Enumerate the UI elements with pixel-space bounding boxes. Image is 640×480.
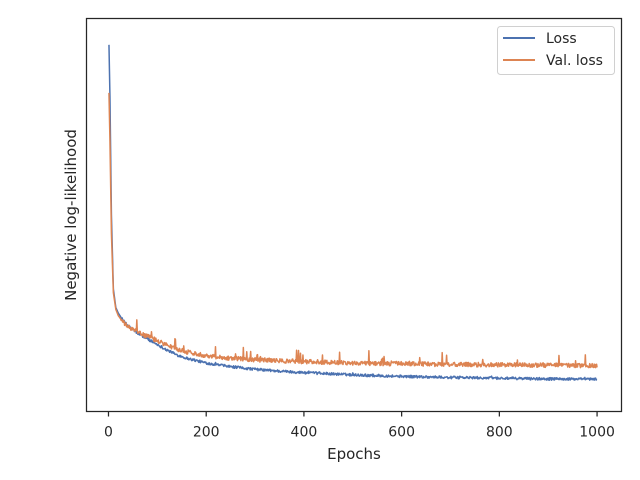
x-tick-label: 600	[388, 425, 415, 441]
x-tick-label: 400	[291, 425, 318, 441]
x-tick-label: 1000	[579, 425, 615, 441]
series-line-val-loss	[108, 92, 598, 369]
x-tick-label: 200	[193, 425, 220, 441]
legend-label-val-loss: Val. loss	[546, 53, 603, 69]
y-axis-label: Negative log-likelihood	[62, 129, 80, 301]
x-axis: 0 200 400 600 800 1000	[104, 411, 615, 441]
plot-frame	[85, 17, 623, 413]
x-axis-label: Epochs	[327, 445, 381, 463]
legend-label-loss: Loss	[546, 31, 577, 47]
x-tick-label: 0	[104, 425, 113, 441]
x-tick-label: 800	[486, 425, 513, 441]
series-layer	[108, 44, 598, 381]
series-line-loss	[108, 44, 598, 381]
legend: Loss Val. loss	[497, 26, 615, 75]
